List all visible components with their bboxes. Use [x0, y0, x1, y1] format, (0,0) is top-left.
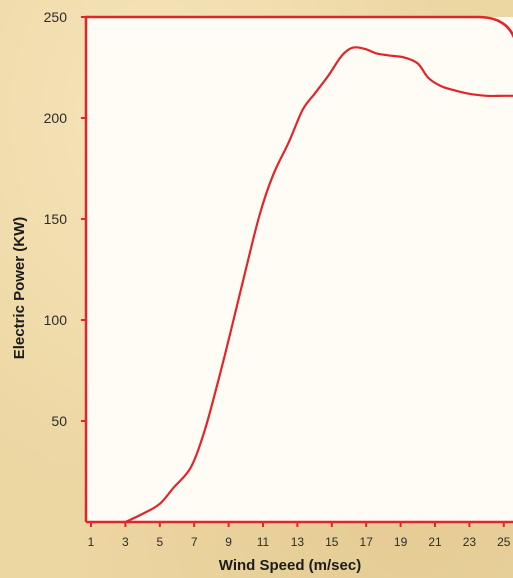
- y-tick-label: 50: [51, 413, 67, 429]
- x-tick-label: 13: [291, 535, 305, 549]
- x-axis-title: Wind Speed (m/sec): [219, 557, 361, 574]
- x-tick-label: 1: [88, 535, 95, 549]
- y-axis: 50 100 150 200 250: [44, 9, 86, 429]
- x-tick-label: 5: [156, 535, 163, 549]
- power-curve-line: [124, 46, 513, 524]
- x-tick-label: 9: [225, 535, 232, 549]
- x-tick-label: 25: [497, 535, 511, 549]
- x-tick-label: 7: [191, 535, 198, 549]
- plot-frame: [84, 15, 513, 524]
- x-tick-label: 17: [360, 535, 374, 549]
- x-tick-label: 19: [394, 535, 408, 549]
- x-tick-label: 11: [257, 535, 270, 549]
- y-tick-label: 100: [44, 312, 68, 328]
- series-group: [124, 46, 513, 524]
- plot-area: [86, 17, 513, 522]
- x-tick-label: 21: [428, 535, 442, 549]
- y-tick-label: 150: [44, 211, 68, 227]
- y-axis-title: Electric Power (KW): [11, 217, 28, 360]
- x-axis: 1 3 5 7 9 11 13 15 17 19 21 23 25: [88, 522, 511, 549]
- axis-frame: [84, 15, 513, 524]
- x-tick-label: 15: [325, 535, 339, 549]
- x-tick-label: 23: [463, 535, 477, 549]
- y-tick-label: 200: [44, 110, 68, 126]
- y-tick-label: 250: [44, 9, 68, 25]
- x-tick-label: 3: [122, 535, 129, 549]
